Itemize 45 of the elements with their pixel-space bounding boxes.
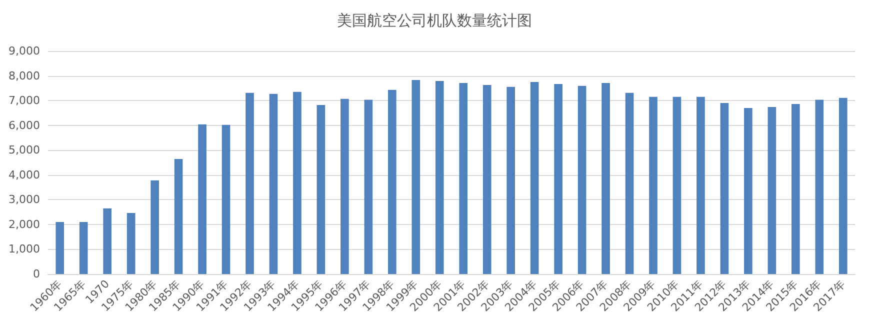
- bar: [482, 84, 492, 274]
- bar: [696, 96, 705, 274]
- y-tick-label: 5,000: [8, 144, 40, 157]
- bar: [506, 86, 515, 274]
- bar: [222, 124, 230, 274]
- bar: [815, 100, 824, 274]
- y-tick-label: 7,000: [8, 94, 40, 108]
- bar: [530, 82, 539, 274]
- chart-title: 美国航空公司机队数量统计图: [337, 12, 532, 30]
- y-tick-label: 9,000: [8, 44, 40, 58]
- bar: [198, 124, 206, 274]
- bar: [103, 208, 112, 274]
- bar: [316, 105, 326, 274]
- y-tick-label: 1,000: [8, 242, 40, 256]
- bar: [744, 108, 752, 274]
- bar: [246, 92, 254, 274]
- y-tick-label: 2,000: [8, 218, 40, 231]
- bar: [364, 100, 373, 274]
- bar: [792, 104, 800, 274]
- bar: [720, 103, 729, 274]
- bar: [388, 90, 396, 274]
- bar: [412, 80, 420, 274]
- bar: [435, 80, 444, 274]
- y-tick-label: 3,000: [8, 193, 40, 206]
- bar: [578, 86, 586, 274]
- bar: [602, 82, 610, 274]
- bar: [625, 92, 634, 274]
- bar: [340, 98, 349, 274]
- bar: [649, 96, 658, 274]
- y-tick-label: 8,000: [8, 69, 40, 82]
- bar: [554, 84, 562, 274]
- bar: [79, 222, 88, 274]
- bar: [838, 98, 848, 274]
- bar: [269, 94, 278, 274]
- y-tick-label: 6,000: [8, 118, 40, 132]
- bar: [768, 107, 776, 274]
- bar: [174, 159, 183, 274]
- bar: [56, 222, 64, 274]
- bar: [459, 82, 468, 274]
- y-tick-label: 0: [33, 268, 40, 280]
- bar: [672, 96, 682, 274]
- y-tick-label: 4,000: [8, 168, 40, 182]
- bar: [293, 92, 302, 274]
- bar: [150, 180, 159, 274]
- bar: [126, 213, 136, 274]
